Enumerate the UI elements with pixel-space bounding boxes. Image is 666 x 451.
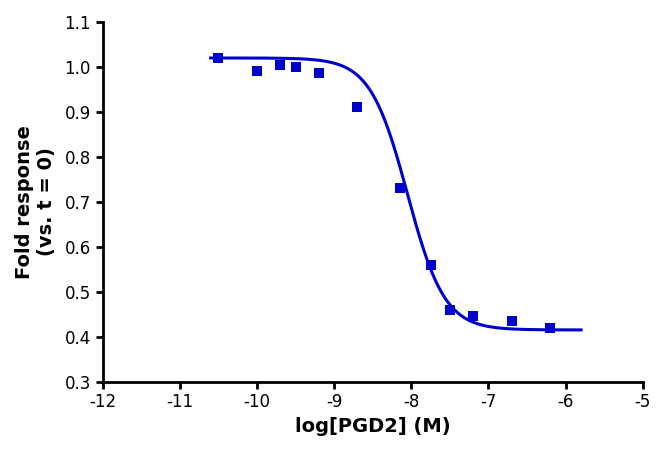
- Y-axis label: Fold response
(vs. t = 0): Fold response (vs. t = 0): [15, 125, 56, 279]
- X-axis label: log[PGD2] (M): log[PGD2] (M): [295, 417, 450, 436]
